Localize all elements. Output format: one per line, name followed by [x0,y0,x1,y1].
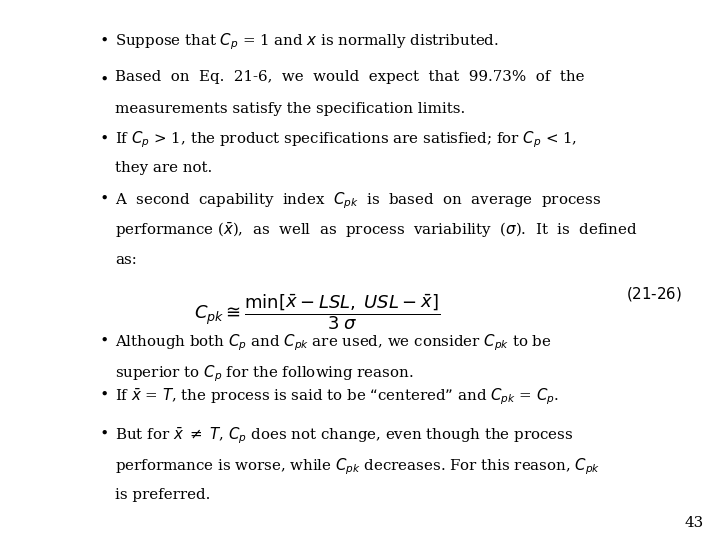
Text: $C_{pk} \cong \dfrac{\min\left[\bar{x}-LSL,\;USL-\bar{x}\right]}{3\;\sigma}$: $C_{pk} \cong \dfrac{\min\left[\bar{x}-L… [194,293,440,332]
Text: 43: 43 [685,516,704,530]
Text: Chapter 21: Chapter 21 [35,217,55,355]
Text: $\bullet$: $\bullet$ [99,190,108,204]
Text: superior to $C_p$ for the following reason.: superior to $C_p$ for the following reas… [115,363,414,384]
Text: $\bullet$: $\bullet$ [99,386,108,400]
Text: $\bullet$: $\bullet$ [99,31,108,45]
Text: is preferred.: is preferred. [115,488,210,502]
Text: they are not.: they are not. [115,161,212,175]
Text: A  second  capability  index  $C_{pk}$  is  based  on  average  process: A second capability index $C_{pk}$ is ba… [115,190,601,211]
Text: Suppose that $C_p$ = 1 and $x$ is normally distributed.: Suppose that $C_p$ = 1 and $x$ is normal… [115,31,499,52]
Text: $\bullet$: $\bullet$ [99,70,108,84]
Text: Although both $C_p$ and $C_{pk}$ are used, we consider $C_{pk}$ to be: Although both $C_p$ and $C_{pk}$ are use… [115,332,552,353]
Text: measurements satisfy the specification limits.: measurements satisfy the specification l… [115,102,465,116]
Text: performance ($\bar{x}$),  as  well  as  process  variability  ($\sigma$).  It  i: performance ($\bar{x}$), as well as proc… [115,221,637,240]
Text: $\bullet$: $\bullet$ [99,130,108,144]
Text: performance is worse, while $C_{pk}$ decreases. For this reason, $C_{pk}$: performance is worse, while $C_{pk}$ dec… [115,456,600,477]
Text: $(21\mathsf{\text{-}}26)$: $(21\mathsf{\text{-}}26)$ [626,285,683,302]
Text: If $\bar{x}$ = $T$, the process is said to be “centered” and $C_{pk}$ = $C_p$.: If $\bar{x}$ = $T$, the process is said … [115,386,559,407]
Text: If $C_p$ > 1, the product specifications are satisfied; for $C_p$ < 1,: If $C_p$ > 1, the product specifications… [115,130,577,150]
Text: Based  on  Eq.  21-6,  we  would  expect  that  99.73%  of  the: Based on Eq. 21-6, we would expect that … [115,70,585,84]
Text: as:: as: [115,253,137,267]
Text: But for $\bar{x}$ $\neq$ $T$, $C_p$ does not change, even though the process: But for $\bar{x}$ $\neq$ $T$, $C_p$ does… [115,425,573,446]
Text: $\bullet$: $\bullet$ [99,425,108,439]
Text: $\bullet$: $\bullet$ [99,332,108,346]
